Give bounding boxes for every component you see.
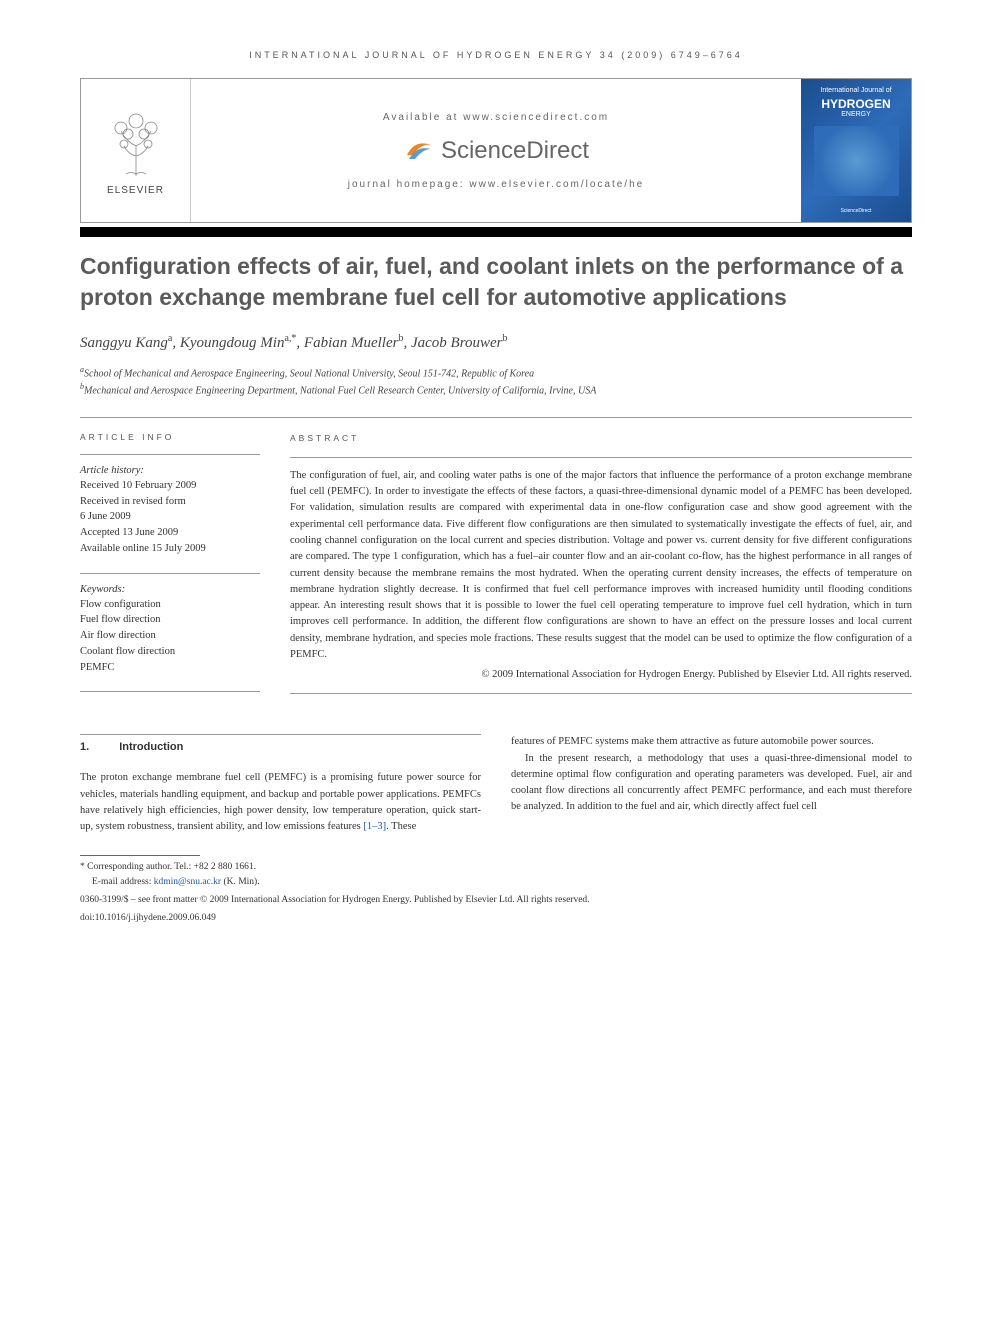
keyword-2: Air flow direction xyxy=(80,628,260,644)
section-number: 1. xyxy=(80,739,89,756)
abstract-copyright: © 2009 International Association for Hyd… xyxy=(290,667,912,683)
title-separator-bar xyxy=(80,227,912,237)
cover-energy-text: ENERGY xyxy=(841,111,871,119)
sciencedirect-swoosh-icon xyxy=(403,135,435,167)
journal-citation-header: INTERNATIONAL JOURNAL OF HYDROGEN ENERGY… xyxy=(80,50,912,60)
elsevier-tree-icon xyxy=(106,106,166,181)
keywords-label: Keywords: xyxy=(80,584,260,595)
online-date: Available online 15 July 2009 xyxy=(80,541,260,557)
footnotes: * Corresponding author. Tel.: +82 2 880 … xyxy=(80,855,912,925)
publisher-banner: ELSEVIER Available at www.sciencedirect.… xyxy=(80,78,912,223)
keyword-1: Fuel flow direction xyxy=(80,612,260,628)
keywords-block: Keywords: Flow configuration Fuel flow d… xyxy=(80,584,260,676)
banner-center: Available at www.sciencedirect.com Scien… xyxy=(191,79,801,222)
article-history-block: Article history: Received 10 February 20… xyxy=(80,465,260,557)
accepted-date: Accepted 13 June 2009 xyxy=(80,525,260,541)
cover-hydrogen-text: HYDROGEN xyxy=(821,97,890,111)
affiliation-b: bMechanical and Aerospace Engineering De… xyxy=(80,381,912,398)
author-email[interactable]: kdmin@snu.ac.kr xyxy=(154,877,221,887)
abstract-column: ABSTRACT The configuration of fuel, air,… xyxy=(290,432,912,695)
body-text-columns: 1. Introduction The proton exchange memb… xyxy=(80,734,912,835)
corresponding-author: * Corresponding author. Tel.: +82 2 880 … xyxy=(80,860,912,874)
history-label: Article history: xyxy=(80,465,260,476)
article-info-sidebar: ARTICLE INFO Article history: Received 1… xyxy=(80,432,260,695)
intro-paragraph-1-cont: features of PEMFC systems make them attr… xyxy=(511,734,912,750)
elsevier-logo: ELSEVIER xyxy=(81,79,191,222)
received-date: Received 10 February 2009 xyxy=(80,478,260,494)
body-column-right: features of PEMFC systems make them attr… xyxy=(511,734,912,835)
intro-paragraph-1: The proton exchange membrane fuel cell (… xyxy=(80,770,481,835)
elsevier-wordmark: ELSEVIER xyxy=(107,185,164,196)
doi: doi:10.1016/j.ijhydene.2009.06.049 xyxy=(80,911,912,925)
sciencedirect-wordmark: ScienceDirect xyxy=(441,137,589,165)
author-list: Sanggyu Kanga, Kyoungdoug Mina,*, Fabian… xyxy=(80,333,912,352)
article-title: Configuration effects of air, fuel, and … xyxy=(80,251,912,313)
sciencedirect-logo: ScienceDirect xyxy=(403,135,589,167)
journal-cover-thumbnail: International Journal of HYDROGEN ENERGY… xyxy=(801,79,911,222)
abstract-heading: ABSTRACT xyxy=(290,432,912,445)
available-at-text: Available at www.sciencedirect.com xyxy=(383,112,609,123)
affiliation-a: aSchool of Mechanical and Aerospace Engi… xyxy=(80,364,912,381)
keyword-3: Coolant flow direction xyxy=(80,644,260,660)
affiliations: aSchool of Mechanical and Aerospace Engi… xyxy=(80,364,912,399)
revised-line2: 6 June 2009 xyxy=(80,509,260,525)
section-1-header: 1. Introduction xyxy=(80,734,481,756)
keyword-0: Flow configuration xyxy=(80,597,260,613)
cover-journal-name: International Journal of xyxy=(820,87,891,95)
issn-copyright: 0360-3199/$ – see front matter © 2009 In… xyxy=(80,893,912,907)
keyword-4: PEMFC xyxy=(80,660,260,676)
revised-line1: Received in revised form xyxy=(80,494,260,510)
cover-graphic xyxy=(814,126,899,196)
section-title: Introduction xyxy=(119,739,183,756)
footnote-divider xyxy=(80,855,200,856)
email-line: E-mail address: kdmin@snu.ac.kr (K. Min)… xyxy=(80,875,912,889)
article-info-heading: ARTICLE INFO xyxy=(80,432,260,442)
body-column-left: 1. Introduction The proton exchange memb… xyxy=(80,734,481,835)
journal-homepage-text: journal homepage: www.elsevier.com/locat… xyxy=(348,179,644,190)
abstract-text: The configuration of fuel, air, and cool… xyxy=(290,468,912,663)
intro-paragraph-2: In the present research, a methodology t… xyxy=(511,751,912,816)
cover-footer: ScienceDirect xyxy=(841,208,872,214)
